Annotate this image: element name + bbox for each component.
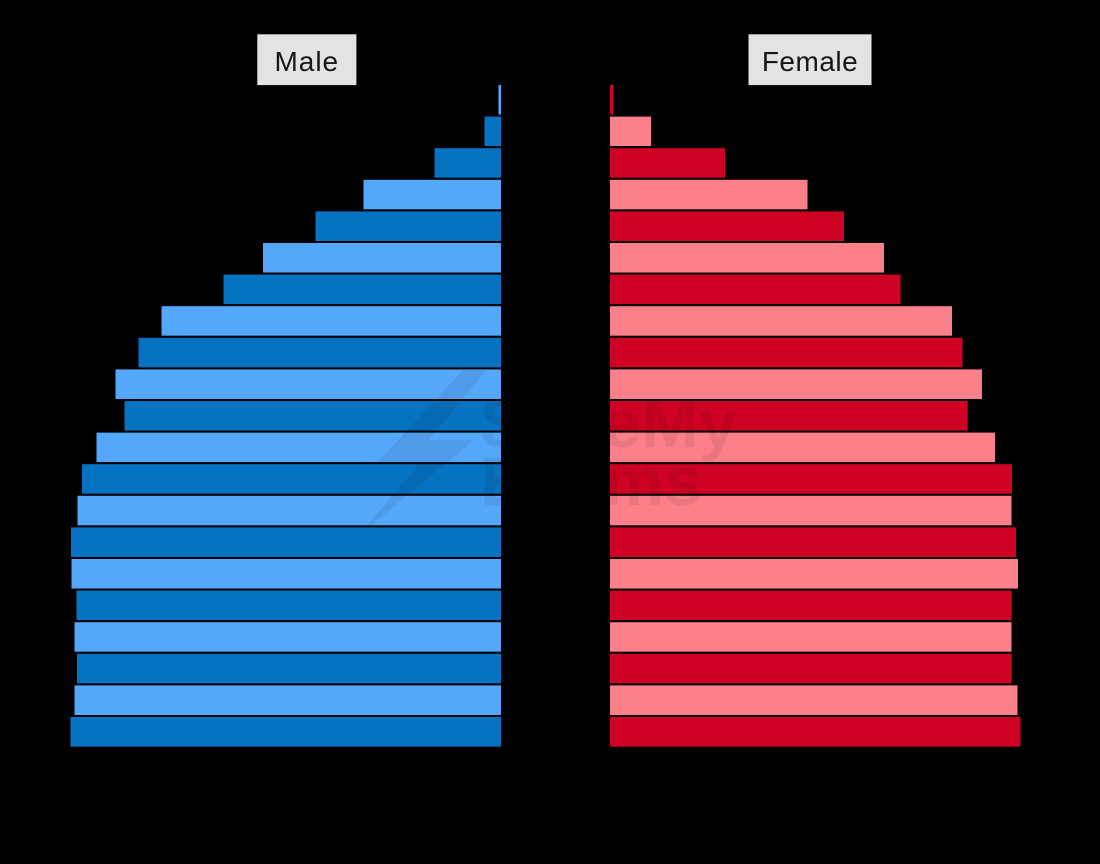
svg-text:SaveMy: SaveMy xyxy=(480,385,737,462)
svg-text:Female: Female xyxy=(762,46,858,77)
svg-text:Male: Male xyxy=(274,46,339,77)
svg-text:Exams: Exams xyxy=(480,443,703,520)
